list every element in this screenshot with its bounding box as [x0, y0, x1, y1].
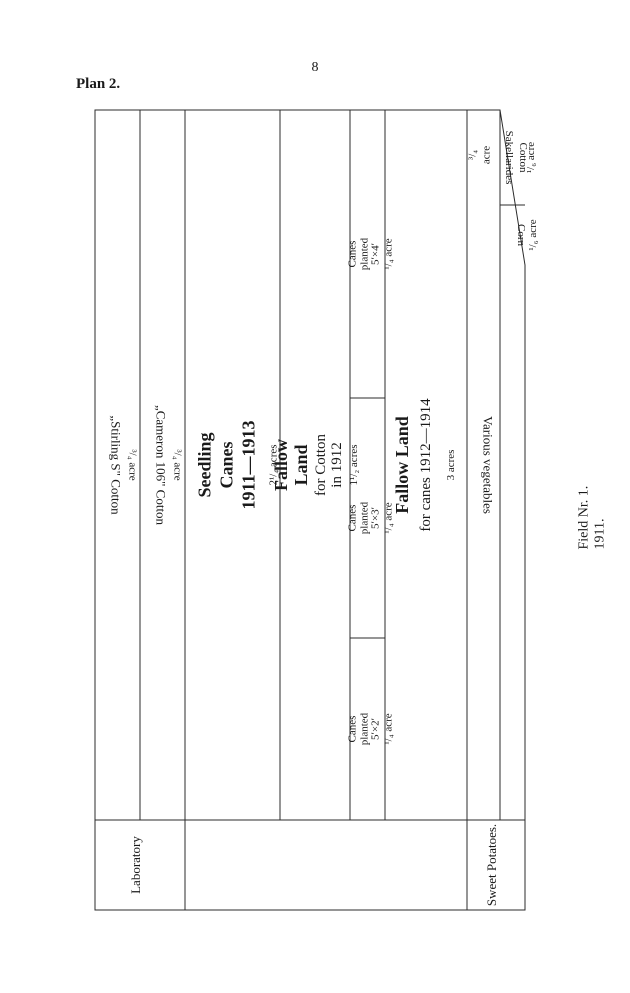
label-fcot-1: Fallow — [271, 439, 291, 491]
label-fcot-2: Land — [291, 444, 311, 485]
label-sweet: Sweet Potatoes. — [484, 824, 499, 906]
label-fcane-2: for canes 1912—1914 — [418, 398, 434, 532]
label-canes1-3: 5′×4′ — [370, 243, 382, 265]
area-sak: ¹/₆ acre — [525, 142, 537, 173]
label-canes2-1: Canes — [347, 505, 359, 532]
area-canes3: ¹/₄ acre — [383, 713, 395, 744]
area-cameron: ³/₄ acre — [172, 449, 184, 480]
label-seedling-2: Canes — [217, 441, 237, 488]
label-fcot-4: in 1912 — [329, 442, 345, 487]
area-fcot: 1¹/₂ acres — [348, 444, 360, 485]
label-canes2-3: 5′×3′ — [370, 507, 382, 529]
label-stirling: „Stirling S" Cotton — [109, 415, 124, 515]
label-seedling-1: Seedling — [195, 432, 215, 497]
area-fcane: 3 acres — [445, 450, 457, 481]
page: 8 Plan 2. Field Nr. 1. 1911. „Stirling S… — [0, 0, 630, 993]
label-sak-1: Sakellarides — [503, 131, 515, 185]
field-plan-diagram: „Stirling S" Cotton³/₄ acre„Cameron 106"… — [0, 0, 630, 993]
label-canes3-1: Canes — [347, 716, 359, 743]
label-canes1-1: Canes — [347, 241, 359, 268]
label-seedling-3: 1911—1913 — [239, 420, 259, 509]
area-stirling: ³/₄ acre — [127, 449, 139, 480]
label-corn: Corn — [515, 224, 527, 247]
label-lab: Laboratory — [128, 836, 143, 894]
label-veg: Various vegetables — [481, 416, 496, 514]
area-veg-2: acre — [481, 146, 493, 164]
label-fcot-3: for Cotton — [313, 433, 329, 496]
area-corn: ¹/₆ acre — [527, 219, 539, 250]
label-cameron: „Cameron 106" Cotton — [154, 405, 169, 526]
area-canes1: ¹/₄ acre — [383, 238, 395, 269]
area-veg-1: ³/₄ — [467, 150, 479, 160]
label-canes3-3: 5′×2′ — [370, 718, 382, 740]
label-fcane-1: Fallow Land — [392, 416, 412, 514]
